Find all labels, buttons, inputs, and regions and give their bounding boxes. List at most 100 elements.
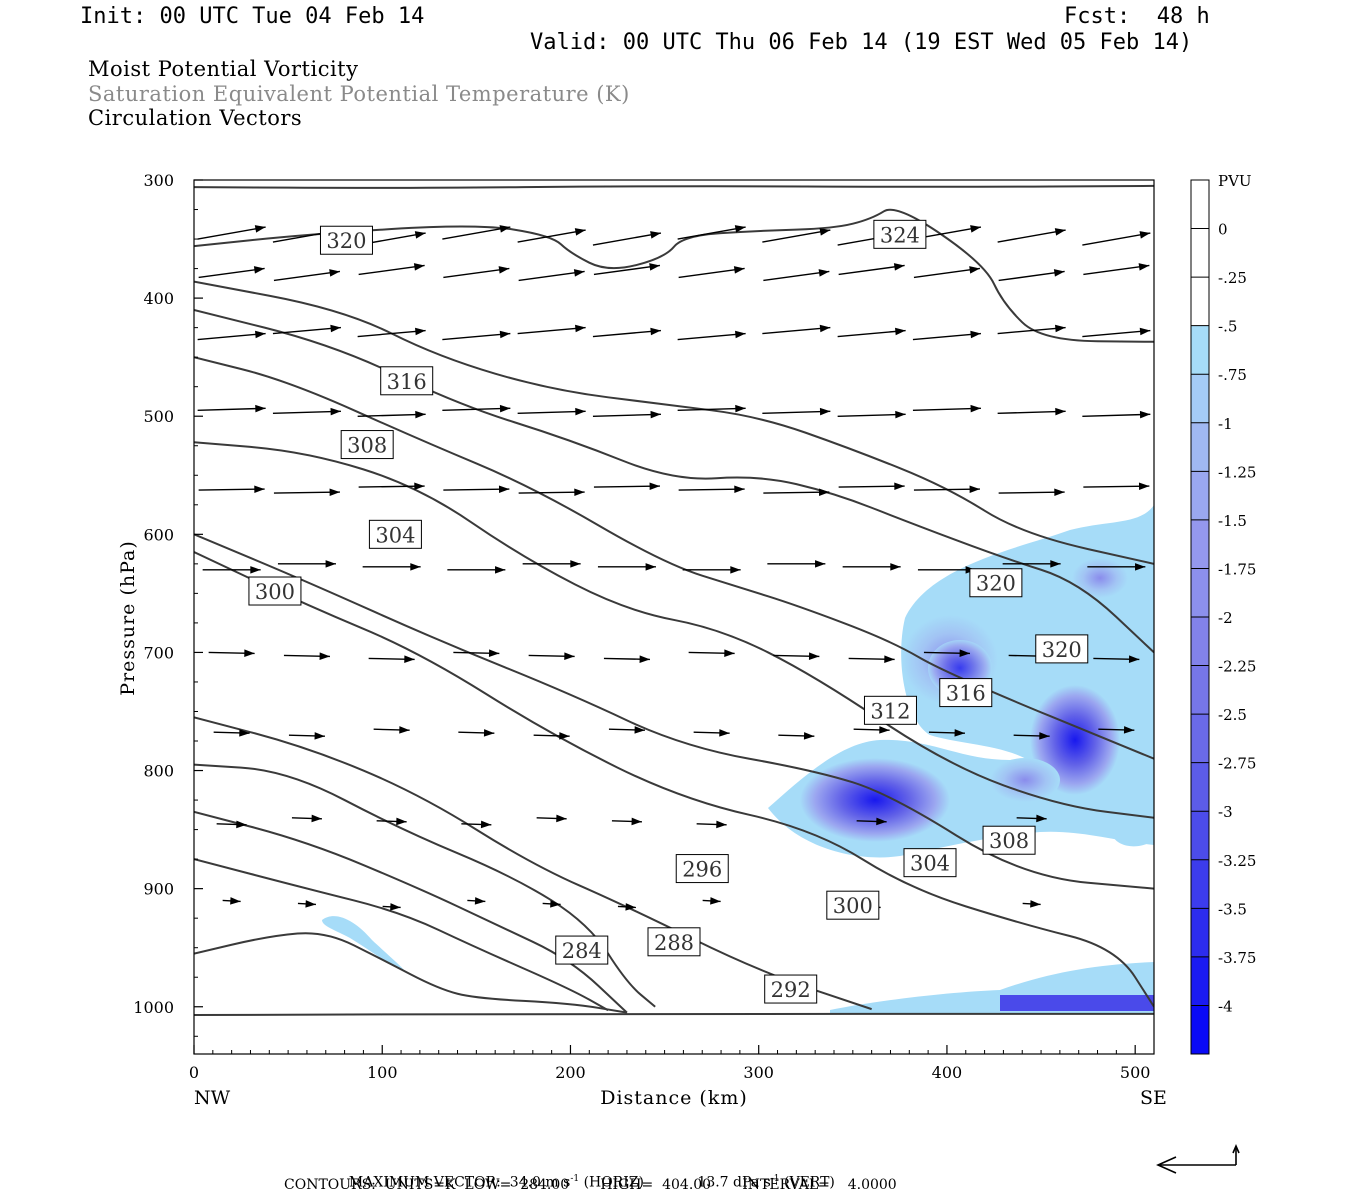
y-tick-label: 300: [143, 171, 174, 190]
circulation-vector: [762, 410, 831, 415]
contour-label-box: [764, 974, 818, 1004]
circulation-vector: [763, 491, 830, 494]
init-time: Init: 00 UTC Tue 04 Feb 14: [80, 4, 425, 29]
vector-arrowhead: [969, 266, 980, 274]
colorbar-cell: [1191, 519, 1209, 569]
circulation-vector: [273, 270, 341, 282]
contour-label: 320: [319, 225, 373, 255]
colorbar-label: -1.25: [1218, 463, 1256, 481]
vector-arrowhead: [255, 330, 266, 339]
colorbar-cell: [1191, 568, 1209, 618]
vector-arrowhead: [733, 266, 745, 274]
contour-label: 300: [826, 890, 880, 920]
vector-arrowhead: [895, 410, 906, 419]
vector-arrowhead: [1030, 900, 1041, 908]
contour-label-box: [647, 927, 701, 957]
vector-arrowhead: [574, 228, 586, 236]
colorbar-label: -2.75: [1218, 755, 1256, 773]
contour-label-box: [380, 366, 434, 396]
vector-arrowhead: [550, 900, 561, 908]
circulation-vector: [518, 270, 585, 282]
colorbar-label: -3.25: [1218, 852, 1256, 870]
vector-arrowhead: [819, 324, 831, 333]
contour-label-box: [903, 848, 957, 878]
contour-label-text: 304: [910, 852, 950, 876]
colorbar-label: -2: [1218, 609, 1233, 627]
vector-arrowhead: [556, 814, 567, 823]
vector-arrowhead: [564, 652, 575, 660]
vector-arrowhead: [876, 817, 887, 826]
vector-arrowhead: [414, 482, 425, 491]
contour-label-box: [982, 825, 1036, 855]
vector-arrowhead: [970, 404, 981, 413]
colorbar-cell: [1191, 617, 1209, 667]
vector-arrowhead: [970, 330, 981, 339]
vector-arrowhead: [1039, 732, 1050, 740]
vector-arrowhead: [325, 560, 336, 568]
vector-arrowhead: [716, 820, 727, 829]
axes: 300 400 500 600 700 800 900 1000 0 100 200 300 400 50…: [133, 171, 1150, 1082]
circulation-vector: [762, 326, 831, 335]
circulation-vector: [1082, 232, 1151, 246]
colorbar-unit: PVU: [1218, 172, 1252, 190]
pv-surface-core: [1000, 995, 1154, 1011]
vector-arrowhead: [480, 820, 492, 829]
vector-arrowhead: [488, 649, 500, 657]
circulation-vector: [592, 413, 661, 418]
theta-es-contour: [194, 551, 1154, 1008]
colorbar-label: -.25: [1218, 269, 1247, 287]
vector-arrowhead: [730, 566, 741, 574]
x-tick-label: 0: [189, 1063, 199, 1082]
contour-label-box: [248, 576, 302, 606]
vector-arrowhead: [499, 225, 511, 233]
colorbar-label: 0: [1218, 221, 1228, 239]
y-tick-label: 500: [143, 407, 174, 426]
theta-es-contour: [194, 308, 1154, 654]
contour-label-text: 300: [833, 894, 873, 918]
contour-label: 316: [939, 678, 993, 708]
pv-core-790: [990, 758, 1060, 802]
contour-label: 284: [555, 935, 609, 965]
vector-arrowhead: [815, 560, 826, 568]
title-theta-es: Saturation Equivalent Potential Temperat…: [88, 82, 630, 106]
colorbar-label: -.5: [1218, 318, 1237, 336]
circulation-vector: [197, 407, 266, 412]
vector-arrowhead: [890, 563, 901, 571]
horiz-vector-value: 34.0 m s: [509, 1174, 571, 1191]
vector-arrowhead: [625, 903, 636, 911]
vector-arrowhead: [893, 263, 905, 271]
vector-arrowhead: [649, 482, 660, 491]
vector-arrowhead: [483, 729, 495, 737]
vector-arrowhead: [329, 269, 340, 277]
valid-time: Valid: 00 UTC Thu 06 Feb 14 (19 EST Wed …: [530, 30, 1193, 55]
y-tick-label: 900: [143, 880, 174, 899]
contour-label-box: [319, 225, 373, 255]
x-tick-label: 300: [743, 1063, 774, 1082]
contour-label-box: [873, 219, 927, 249]
contour-label-box: [675, 854, 729, 884]
circulation-vector: [1082, 413, 1151, 418]
contour-label-text: 316: [946, 682, 986, 706]
colorbar-label: -2.5: [1218, 706, 1247, 724]
vector-arrowhead: [414, 231, 426, 239]
theta-es-contour: [194, 208, 1154, 343]
vector-arrowhead: [415, 327, 426, 336]
contour-label: 320: [969, 568, 1023, 598]
contour-label-text: 304: [375, 523, 415, 547]
vector-arrowhead: [650, 231, 661, 239]
pv-core-830: [800, 758, 950, 842]
circulation-vector: [998, 491, 1065, 494]
circulation-vector: [443, 488, 510, 491]
vector-arrowhead: [954, 729, 965, 737]
vector-arrowhead: [1123, 726, 1135, 734]
vector-arrowhead: [570, 560, 581, 568]
vector-arrowhead: [969, 485, 980, 494]
vector-arrowhead: [884, 655, 895, 663]
vector-arrowhead: [499, 330, 511, 339]
contour-label-box: [863, 695, 917, 725]
vector-arrowhead: [1053, 269, 1065, 277]
colorbar-cell: [1191, 471, 1209, 521]
vector-arrowhead: [819, 228, 831, 236]
contour-label-text: 308: [347, 434, 387, 458]
contour-label-text: 288: [654, 931, 694, 955]
